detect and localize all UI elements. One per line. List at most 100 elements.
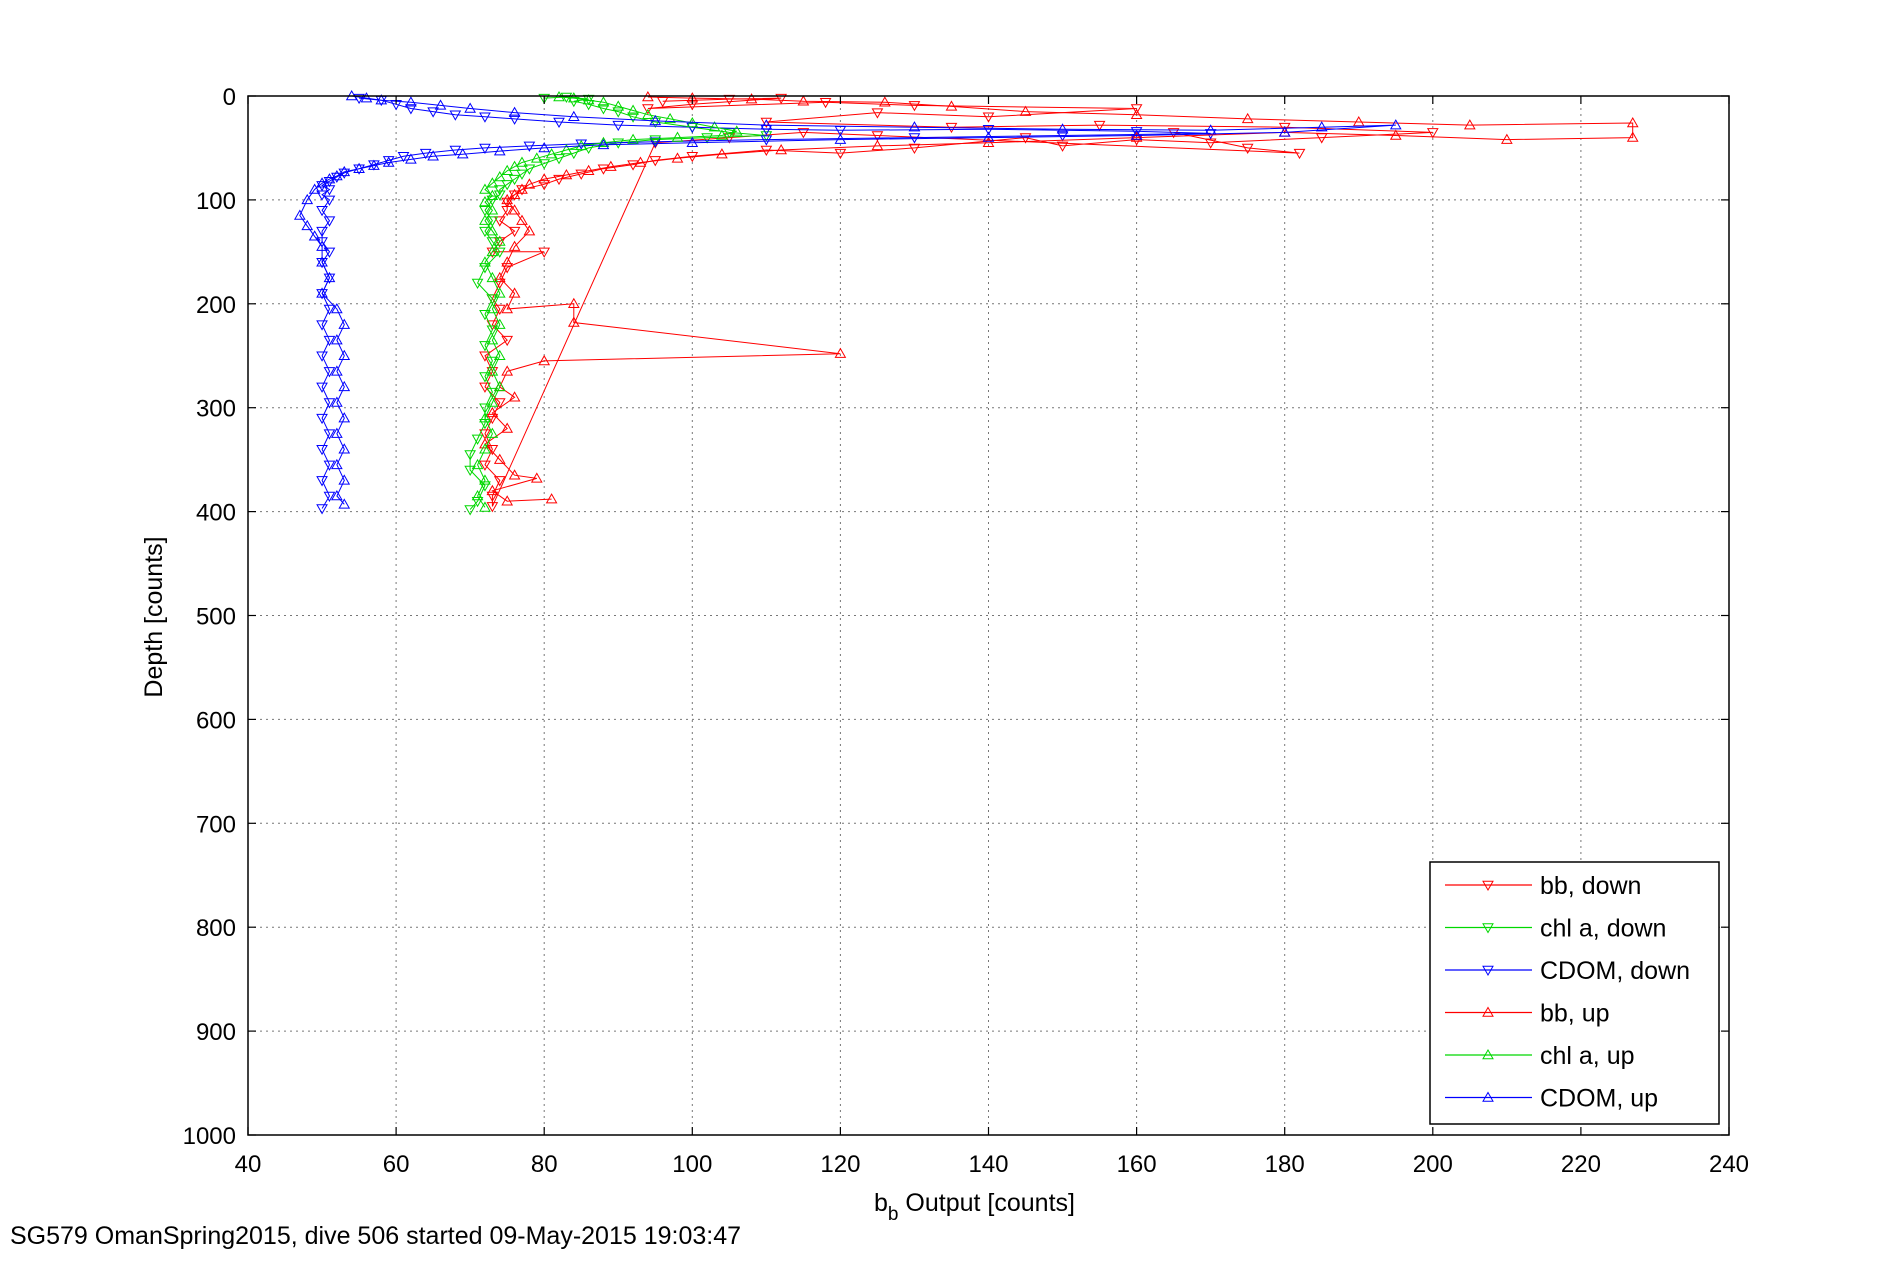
data-point — [627, 112, 639, 123]
data-point — [982, 136, 995, 148]
data-point — [338, 474, 351, 485]
series-cdom-down — [316, 93, 1217, 515]
data-point — [716, 148, 728, 159]
data-point — [486, 356, 499, 367]
data-point — [486, 177, 499, 188]
data-point — [486, 406, 499, 418]
x-tick-label: 40 — [235, 1151, 262, 1178]
data-point — [871, 108, 884, 119]
data-point — [464, 505, 477, 516]
data-point — [456, 148, 469, 159]
data-point — [538, 141, 551, 153]
x-axis-label-rest: Output [counts] — [898, 1189, 1075, 1217]
data-point — [323, 335, 336, 347]
y-axis-label: Depth [counts] — [140, 536, 168, 697]
data-point — [479, 403, 491, 414]
data-point — [1241, 143, 1254, 154]
data-point — [493, 476, 506, 487]
data-point — [1626, 131, 1639, 142]
data-point — [330, 365, 343, 376]
series-line — [321, 97, 1211, 509]
data-point — [338, 380, 351, 392]
data-point — [486, 294, 499, 305]
data-point — [612, 100, 625, 111]
data-point — [730, 125, 743, 136]
data-point — [486, 334, 499, 345]
legend-label: CDOM, down — [1540, 957, 1690, 985]
data-point — [908, 143, 921, 154]
data-point — [486, 413, 499, 425]
data-point — [597, 138, 610, 150]
y-tick-label: 900 — [196, 1019, 236, 1046]
data-point — [493, 398, 506, 409]
data-point — [501, 335, 514, 347]
data-point — [516, 156, 528, 167]
legend-item-cdom-up: CDOM, up — [1445, 1085, 1658, 1113]
data-point — [501, 422, 514, 433]
data-point — [508, 226, 521, 238]
data-point — [449, 145, 462, 157]
y-tick-label: 600 — [196, 707, 236, 734]
data-point — [486, 247, 499, 258]
data-point — [405, 104, 417, 115]
data-point — [316, 206, 328, 217]
tick-layer: 40 60 80 100 120 140 160 180 200 220 240 0 100 200 300… — [183, 84, 1749, 1178]
data-point — [486, 237, 499, 248]
data-point — [479, 226, 491, 238]
data-point — [664, 112, 676, 124]
data-point — [1278, 126, 1291, 137]
data-point — [530, 472, 543, 483]
data-point — [582, 164, 595, 176]
data-point — [493, 278, 506, 290]
data-point — [479, 206, 491, 217]
data-point — [316, 382, 328, 393]
data-point — [553, 174, 565, 186]
data-point — [1056, 123, 1069, 134]
data-point — [486, 325, 499, 336]
data-point — [486, 245, 499, 257]
data-point — [308, 230, 321, 241]
data-point — [301, 219, 314, 231]
data-point — [419, 148, 432, 160]
series-chl-a-down — [464, 92, 773, 516]
data-point — [878, 96, 891, 107]
data-point — [516, 214, 528, 225]
data-point — [493, 237, 506, 248]
data-point — [316, 226, 328, 238]
x-tick-label: 220 — [1561, 1151, 1601, 1178]
data-point — [797, 95, 810, 106]
legend-marker — [1482, 1048, 1494, 1060]
data-point — [501, 164, 514, 176]
data-point — [479, 351, 491, 362]
data-point — [323, 173, 336, 184]
data-point — [834, 133, 847, 144]
data-point — [308, 183, 321, 194]
y-tick-label: 800 — [196, 915, 236, 942]
data-point — [523, 178, 536, 189]
legend: bb, down chl a, down CDOM, down bb, up chl a… — [1429, 861, 1720, 1125]
data-point — [538, 354, 551, 366]
data-point — [479, 143, 491, 154]
data-point — [1426, 128, 1439, 139]
data-point — [323, 216, 336, 227]
x-tick-label: 60 — [383, 1151, 410, 1178]
data-point — [493, 171, 506, 182]
data-point — [323, 247, 336, 258]
data-point — [1241, 112, 1254, 124]
data-point — [375, 94, 388, 105]
data-point — [745, 93, 758, 104]
legend-marker — [1482, 965, 1494, 977]
data-point — [604, 160, 617, 171]
data-point — [760, 117, 773, 128]
data-point — [449, 110, 462, 121]
x-tick-label: 240 — [1709, 1151, 1749, 1178]
data-point — [382, 156, 395, 167]
series-chl-a-up — [471, 91, 743, 512]
data-point — [775, 144, 788, 155]
series-bb-up — [479, 91, 1639, 506]
data-point — [642, 108, 654, 119]
data-point — [775, 93, 788, 105]
data-point — [575, 139, 588, 151]
legend-label: CDOM, up — [1540, 1085, 1658, 1113]
data-point — [819, 97, 832, 109]
